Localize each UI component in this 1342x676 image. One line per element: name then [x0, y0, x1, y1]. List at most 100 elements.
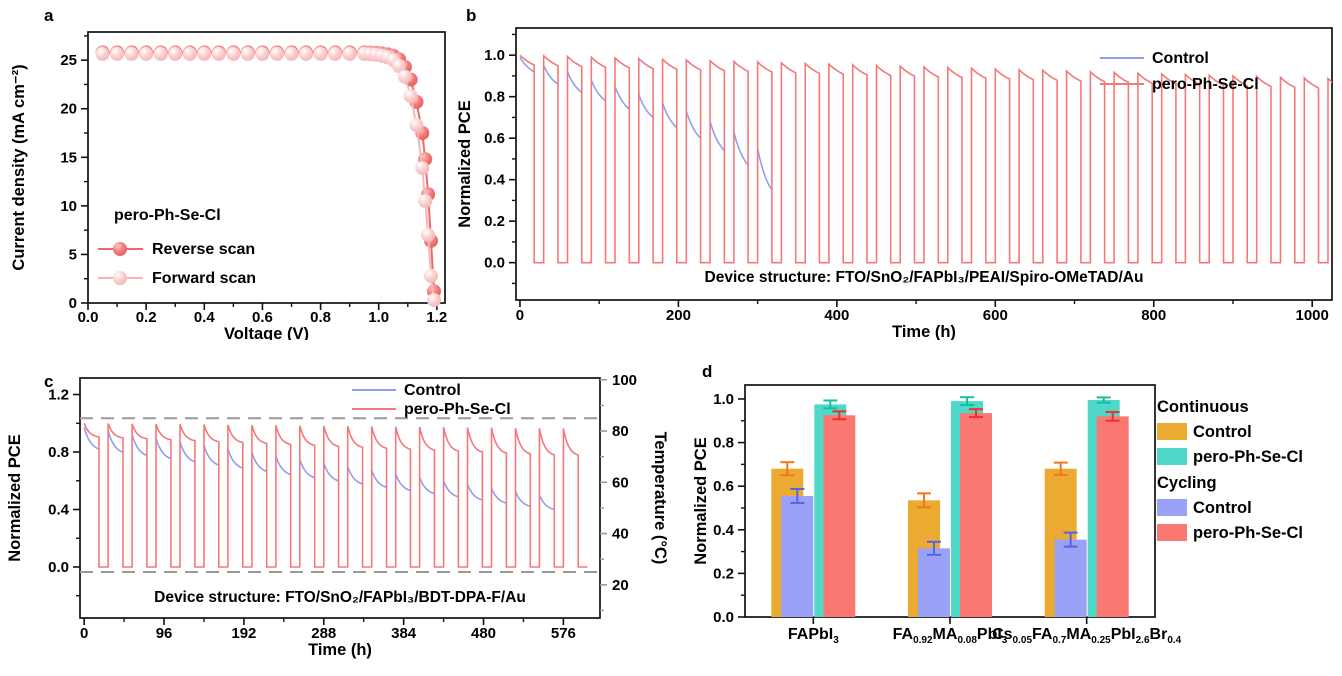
svg-text:Forward scan: Forward scan: [152, 270, 256, 287]
svg-text:Device structure: FTO/SnO₂/FAP: Device structure: FTO/SnO₂/FAPbI₃/PEAI/S…: [705, 269, 1144, 286]
panel-d: d 0.0 0.2 0.4 0.6 0.8 1.0 Normalized PCE FAPbI3…: [690, 340, 1342, 676]
svg-text:Current density (mA cm⁻²): Current density (mA cm⁻²): [10, 64, 28, 270]
figure-row-1: a 0.0 0.2 0.4 0.6 0.8 1.0 1.2 0 5 10 15 20 25 Voltage…: [0, 0, 1342, 340]
svg-text:96: 96: [156, 625, 173, 642]
svg-text:Time (h): Time (h): [892, 323, 956, 340]
svg-text:FA0.92MA0.08PbI3: FA0.92MA0.08PbI3: [893, 626, 1008, 646]
category-labels: FAPbI3 FA0.92MA0.08PbI3Cs0.05FA0.7MA0.25P…: [788, 626, 1182, 646]
x-axis-ticks: 0.0 0.2 0.4 0.6 0.8 1.0 1.2: [78, 303, 447, 326]
y-axis-ticks: 0.0 0.2 0.4 0.6 0.8 1.0: [484, 33, 516, 285]
svg-text:0.4: 0.4: [48, 501, 70, 518]
svg-text:Control: Control: [1152, 50, 1209, 67]
svg-text:576: 576: [551, 625, 576, 642]
y-axis-ticks: 0 5 10 15 20 25: [60, 35, 88, 312]
y-axis-ticks: 0.0 0.2 0.4 0.6 0.8 1.0: [713, 391, 745, 626]
svg-text:Cycling: Cycling: [1157, 474, 1217, 492]
svg-text:Control: Control: [1193, 423, 1252, 441]
panel-c: c 0 96 192 288 384 480 576 0.0 0.4 0.8 1.2 Time (h)…: [0, 340, 690, 676]
svg-text:15: 15: [60, 149, 77, 166]
svg-text:Normalized PCE: Normalized PCE: [456, 100, 474, 227]
svg-text:0.0: 0.0: [78, 309, 99, 326]
svg-text:0.6: 0.6: [252, 309, 273, 326]
temperature-dashed-lines: [80, 417, 600, 574]
svg-text:0.4: 0.4: [713, 522, 735, 539]
svg-text:0: 0: [516, 307, 524, 324]
svg-text:1.0: 1.0: [484, 47, 505, 64]
panel-legend: Control pero-Ph-Se-Cl: [352, 382, 511, 418]
svg-text:400: 400: [824, 307, 849, 324]
svg-text:800: 800: [1141, 307, 1166, 324]
svg-text:0.0: 0.0: [48, 559, 69, 576]
plot-area: [519, 53, 1332, 264]
svg-text:0.8: 0.8: [484, 89, 505, 106]
svg-text:0.0: 0.0: [713, 609, 734, 626]
temperature-axis: 20 40 60 80 100 Temperature (°C): [600, 372, 669, 612]
pero-series: [519, 53, 1332, 264]
svg-text:0.2: 0.2: [484, 213, 505, 230]
svg-text:0.0: 0.0: [484, 255, 505, 272]
svg-text:Reverse scan: Reverse scan: [152, 241, 255, 258]
svg-text:0.4: 0.4: [484, 172, 506, 189]
category-ticks: [812, 617, 1088, 624]
svg-text:pero-Ph-Se-Cl: pero-Ph-Se-Cl: [404, 401, 511, 418]
thermal-cycling-chart: 0 96 192 288 384 480 576 0.0 0.4 0.8 1.2 Time (h) No…: [6, 372, 669, 659]
svg-text:1.2: 1.2: [426, 309, 447, 326]
svg-text:0.2: 0.2: [713, 565, 734, 582]
svg-text:0.6: 0.6: [713, 478, 734, 495]
svg-text:0.8: 0.8: [48, 444, 69, 461]
control-series: [519, 56, 773, 191]
svg-text:600: 600: [983, 307, 1008, 324]
x-axis-ticks: 0 200 400 600 800 1000: [516, 300, 1329, 324]
svg-text:Voltage (V): Voltage (V): [224, 325, 309, 340]
svg-text:1000: 1000: [1296, 307, 1329, 324]
panel-b-letter: b: [466, 6, 477, 25]
panel-a-letter: a: [44, 6, 54, 25]
jv-curve-chart: 0.0 0.2 0.4 0.6 0.8 1.0 1.2 0 5 10 15 20 25 Voltage (…: [10, 31, 447, 340]
svg-text:1.2: 1.2: [48, 387, 69, 404]
svg-text:0.8: 0.8: [310, 309, 331, 326]
svg-text:192: 192: [231, 625, 256, 642]
svg-text:20: 20: [612, 577, 629, 594]
svg-text:20: 20: [60, 101, 77, 118]
device-structure-annotation: Device structure: FTO/SnO₂/FAPbI₃/BDT-DP…: [154, 589, 526, 606]
svg-text:0.4: 0.4: [194, 309, 216, 326]
control-series: [83, 427, 555, 511]
reverse-scan-series: [95, 45, 441, 299]
svg-text:0.2: 0.2: [136, 309, 157, 326]
svg-text:Normalized PCE: Normalized PCE: [692, 437, 710, 564]
svg-text:0: 0: [69, 295, 77, 312]
svg-text:pero-Ph-Se-Cl: pero-Ph-Se-Cl: [1193, 448, 1303, 466]
svg-text:288: 288: [311, 625, 336, 642]
device-structure-annotation: Device structure: FTO/SnO₂/FAPbI₃/PEAI/S…: [705, 269, 1144, 286]
svg-text:0.8: 0.8: [713, 435, 734, 452]
y-axis-ticks: 0.0 0.4 0.8 1.2: [48, 387, 80, 597]
pero-series: [83, 423, 588, 568]
panel-c-letter: c: [44, 372, 54, 391]
svg-text:Cs0.05FA0.7MA0.25PbI2.6Br0.4: Cs0.05FA0.7MA0.25PbI2.6Br0.4: [992, 626, 1182, 646]
svg-text:60: 60: [612, 474, 629, 491]
svg-text:384: 384: [391, 625, 417, 642]
svg-text:Control: Control: [404, 382, 461, 399]
svg-text:25: 25: [60, 52, 77, 69]
cycling-stability-chart: 0 200 400 600 800 1000 0.0 0.2 0.4 0.6 0.8 1.0 Time …: [456, 27, 1333, 340]
plot-area: [80, 417, 600, 574]
panel-legend: Control pero-Ph-Se-Cl: [1100, 50, 1259, 93]
panel-a-legend: pero-Ph-Se-Cl Reverse scan Forward scan: [98, 207, 256, 287]
svg-text:Temperature (°C): Temperature (°C): [651, 432, 669, 565]
svg-text:5: 5: [69, 246, 77, 263]
svg-text:pero-Ph-Se-Cl: pero-Ph-Se-Cl: [114, 207, 221, 224]
svg-text:Device structure: FTO/SnO₂/FAP: Device structure: FTO/SnO₂/FAPbI₃/BDT-DP…: [154, 589, 526, 606]
svg-text:FAPbI3: FAPbI3: [788, 626, 839, 646]
svg-text:Time (h): Time (h): [308, 641, 372, 659]
panel-b: b 0 200 400 600 800 1000 0.0 0.2 0.4 0.6 0.8 1.0 Tim…: [450, 0, 1342, 340]
svg-text:0: 0: [80, 625, 88, 642]
panel-a: a 0.0 0.2 0.4 0.6 0.8 1.0 1.2 0 5 10 15 20 25 Voltage…: [0, 0, 450, 340]
svg-text:Control: Control: [1193, 499, 1252, 517]
panel-d-legend: Continuous Control pero-Ph-Se-Cl Cycling Con…: [1157, 398, 1303, 542]
svg-text:pero-Ph-Se-Cl: pero-Ph-Se-Cl: [1193, 524, 1303, 542]
svg-text:Continuous: Continuous: [1157, 398, 1249, 416]
svg-text:Normalized PCE: Normalized PCE: [6, 434, 24, 561]
svg-text:1.0: 1.0: [713, 391, 734, 408]
